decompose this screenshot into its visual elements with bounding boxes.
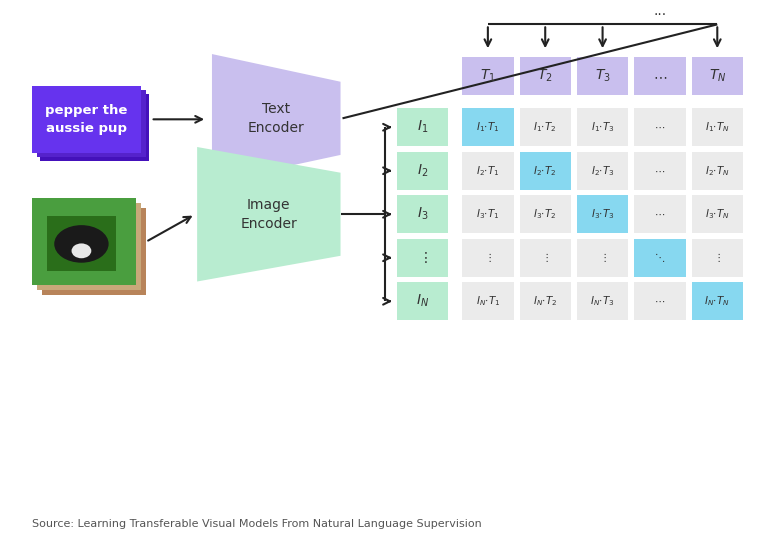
Text: $I_2{\cdot}T_2$: $I_2{\cdot}T_2$	[533, 164, 557, 178]
Bar	[692, 282, 743, 320]
Text: $I_N{\cdot}T_N$: $I_N{\cdot}T_N$	[704, 294, 730, 308]
Bar	[692, 57, 743, 94]
Text: $I_N$: $I_N$	[416, 293, 429, 309]
Bar	[397, 109, 448, 146]
Text: Source: Learning Transferable Visual Models From Natural Language Supervision: Source: Learning Transferable Visual Mod…	[32, 519, 481, 529]
Text: $\vdots$: $\vdots$	[541, 251, 549, 264]
Text: $I_1$: $I_1$	[417, 119, 428, 136]
Bar	[634, 109, 686, 146]
Bar	[462, 109, 514, 146]
Text: $T_N$: $T_N$	[708, 68, 726, 84]
Bar	[577, 152, 628, 190]
Text: $I_1{\cdot}T_3$: $I_1{\cdot}T_3$	[591, 120, 615, 134]
Text: $I_3$: $I_3$	[417, 206, 428, 222]
Bar	[692, 109, 743, 146]
Bar	[37, 90, 146, 157]
Bar	[462, 152, 514, 190]
Text: Text
Encoder: Text Encoder	[248, 102, 305, 135]
Bar	[634, 282, 686, 320]
Bar	[577, 239, 628, 276]
Text: $I_N{\cdot}T_3$: $I_N{\cdot}T_3$	[591, 294, 615, 308]
Text: $\vdots$: $\vdots$	[418, 250, 427, 265]
Bar	[32, 86, 141, 153]
Bar	[634, 152, 686, 190]
Bar	[577, 195, 628, 233]
Bar	[46, 216, 116, 271]
Bar	[462, 195, 514, 233]
Text: $I_3{\cdot}T_1$: $I_3{\cdot}T_1$	[476, 207, 500, 221]
Bar	[462, 239, 514, 276]
Text: $I_1{\cdot}T_N$: $I_1{\cdot}T_N$	[705, 120, 730, 134]
Text: $\cdots$: $\cdots$	[654, 296, 666, 306]
Text: $I_1{\cdot}T_2$: $I_1{\cdot}T_2$	[533, 120, 557, 134]
Bar	[634, 239, 686, 276]
Text: $I_2$: $I_2$	[417, 163, 428, 179]
Bar	[397, 152, 448, 190]
Text: $\ddots$: $\ddots$	[654, 251, 666, 264]
Text: $I_1{\cdot}T_1$: $I_1{\cdot}T_1$	[476, 120, 500, 134]
Text: $I_N{\cdot}T_2$: $I_N{\cdot}T_2$	[533, 294, 557, 308]
Bar	[692, 195, 743, 233]
Bar	[32, 198, 135, 286]
Bar	[519, 239, 571, 276]
Bar	[634, 57, 686, 94]
Bar	[462, 282, 514, 320]
Bar	[692, 152, 743, 190]
Text: $\vdots$: $\vdots$	[484, 251, 491, 264]
Bar	[519, 152, 571, 190]
Bar	[40, 93, 149, 161]
Bar	[634, 195, 686, 233]
Bar	[462, 57, 514, 94]
Bar	[577, 282, 628, 320]
Text: $\cdots$: $\cdots$	[654, 122, 666, 132]
Bar	[397, 282, 448, 320]
Text: $I_2{\cdot}T_1$: $I_2{\cdot}T_1$	[476, 164, 500, 178]
Bar	[577, 57, 628, 94]
Text: $T_3$: $T_3$	[594, 68, 611, 84]
Polygon shape	[212, 54, 341, 183]
Ellipse shape	[71, 244, 91, 258]
Text: $I_2{\cdot}T_N$: $I_2{\cdot}T_N$	[705, 164, 730, 178]
Bar	[519, 195, 571, 233]
Text: $T_1$: $T_1$	[480, 68, 495, 84]
Bar	[519, 282, 571, 320]
Text: $I_3{\cdot}T_3$: $I_3{\cdot}T_3$	[591, 207, 615, 221]
Bar	[42, 208, 146, 295]
Bar	[519, 57, 571, 94]
Bar	[37, 204, 141, 291]
Bar	[397, 195, 448, 233]
Text: $\vdots$: $\vdots$	[714, 251, 721, 264]
Bar	[32, 198, 135, 286]
Text: Image
Encoder: Image Encoder	[241, 198, 297, 231]
Text: $I_3{\cdot}T_2$: $I_3{\cdot}T_2$	[533, 207, 557, 221]
Text: $\cdots$: $\cdots$	[652, 69, 667, 83]
Text: ...: ...	[653, 4, 666, 18]
Text: $\vdots$: $\vdots$	[599, 251, 606, 264]
Text: $I_3{\cdot}T_N$: $I_3{\cdot}T_N$	[705, 207, 730, 221]
Bar	[397, 239, 448, 276]
Text: $\cdots$: $\cdots$	[654, 166, 666, 176]
Bar	[519, 109, 571, 146]
Bar	[692, 239, 743, 276]
Text: $I_2{\cdot}T_3$: $I_2{\cdot}T_3$	[591, 164, 615, 178]
Text: $\cdots$: $\cdots$	[654, 210, 666, 219]
Text: $I_N{\cdot}T_1$: $I_N{\cdot}T_1$	[476, 294, 500, 308]
Polygon shape	[197, 147, 341, 281]
Text: $T_2$: $T_2$	[537, 68, 553, 84]
Ellipse shape	[54, 225, 108, 262]
Bar	[577, 109, 628, 146]
Text: pepper the
aussie pup: pepper the aussie pup	[45, 104, 128, 135]
